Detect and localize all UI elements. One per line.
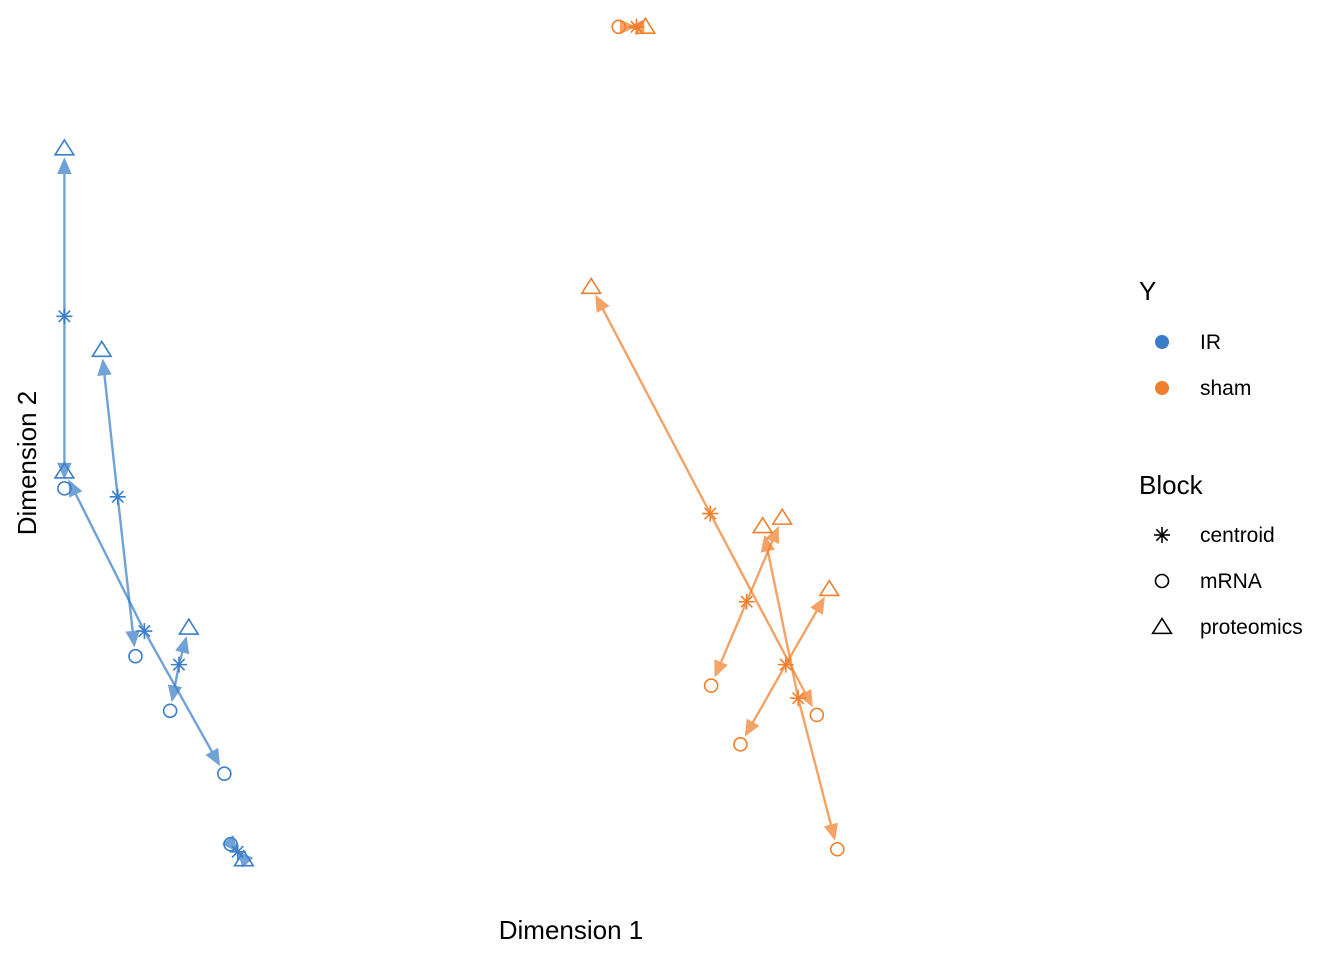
arrow-sham-9-mrna: [797, 697, 838, 841]
arrow-IR-2-proteomics: [68, 479, 146, 632]
legend-label-centroid: centroid: [1200, 524, 1275, 547]
legend-key-centroid: [1154, 527, 1170, 543]
point-IR-3-centroid: [171, 656, 188, 673]
point-IR-0-centroid: [56, 308, 73, 325]
arrow-IR-1-proteomics: [97, 358, 119, 497]
point-layer: [53, 16, 845, 867]
point-IR-2-proteomics: [53, 461, 76, 479]
point-sham-8-centroid: [777, 656, 794, 673]
point-sham-8-proteomics: [818, 579, 841, 597]
legend-shape-title: Block: [1139, 470, 1204, 500]
arrow-layer: [57, 19, 838, 868]
y-axis-title: Dimension 2: [12, 391, 42, 536]
legend: Y IR sham Block centroid mRNA proteomics: [1139, 276, 1303, 639]
arrow-sham-9-proteomics: [760, 534, 800, 699]
point-sham-7-mrna: [703, 678, 719, 693]
point-IR-1-proteomics: [90, 339, 113, 358]
point-sham-5-mrna: [611, 19, 627, 35]
legend-key-sham: [1155, 381, 1169, 395]
point-IR-1-mrna: [128, 648, 143, 664]
legend-key-proteomics: [1151, 616, 1173, 635]
legend-color-title: Y: [1139, 276, 1156, 306]
legend-label-mRNA: mRNA: [1200, 570, 1262, 593]
arrow-IR-1-mrna: [116, 496, 140, 648]
legend-key-IR: [1155, 335, 1169, 349]
point-IR-0-proteomics: [53, 138, 76, 156]
point-sham-7-centroid: [738, 593, 755, 610]
point-IR-3-mrna: [162, 703, 178, 719]
arrow-sham-7-mrna: [714, 601, 748, 678]
point-sham-9-mrna: [829, 841, 845, 857]
arrow-IR-0-mrna: [57, 316, 72, 480]
arrow-IR-0-proteomics: [57, 157, 72, 317]
x-axis-title: Dimension 1: [499, 915, 644, 945]
legend-label-IR: IR: [1200, 331, 1221, 354]
point-IR-4-proteomics: [233, 849, 255, 867]
point-IR-1-centroid: [109, 488, 126, 505]
point-sham-8-mrna: [733, 737, 748, 752]
point-sham-6-mrna: [809, 707, 825, 723]
point-IR-2-centroid: [136, 623, 153, 640]
legend-key-mRNA: [1154, 573, 1170, 589]
point-IR-0-mrna: [57, 481, 72, 496]
arrow-sham-8-proteomics: [784, 596, 825, 666]
arrow-sham-6-mrna: [709, 512, 813, 708]
point-sham-5-proteomics: [634, 16, 657, 34]
point-sham-6-centroid: [702, 505, 719, 522]
legend-label-proteomics: proteomics: [1200, 616, 1303, 639]
point-sham-7-proteomics: [771, 507, 793, 525]
point-IR-2-mrna: [217, 766, 232, 782]
point-sham-9-centroid: [790, 690, 807, 707]
point-IR-4-mrna: [223, 836, 238, 852]
point-sham-9-proteomics: [751, 516, 774, 534]
point-sham-6-proteomics: [580, 276, 602, 295]
arrow-sham-6-proteomics: [595, 294, 712, 515]
arrow-sham-7-proteomics: [745, 525, 779, 603]
point-IR-3-proteomics: [177, 617, 200, 635]
arrow-sham-8-mrna: [744, 664, 787, 737]
legend-label-sham: sham: [1200, 377, 1251, 400]
